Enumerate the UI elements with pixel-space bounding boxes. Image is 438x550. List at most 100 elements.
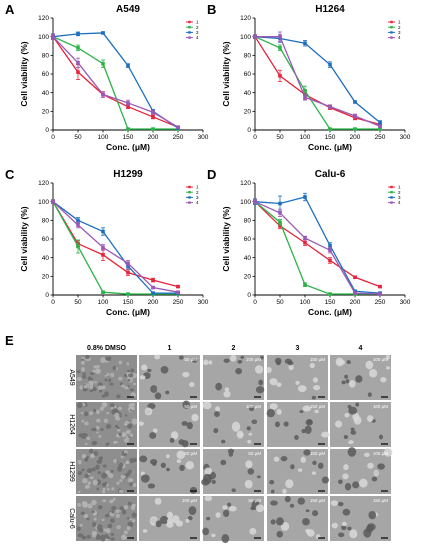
chart-title: Calu-6 — [315, 169, 346, 180]
legend-label: 1 — [398, 20, 401, 25]
cell — [251, 419, 258, 424]
cell — [355, 375, 363, 383]
data-point — [253, 199, 257, 204]
data-point — [353, 275, 357, 280]
cell — [347, 447, 357, 457]
cell — [116, 394, 121, 399]
cell — [344, 412, 350, 418]
series-line — [52, 36, 179, 128]
concentration-label: 150 μM — [310, 357, 325, 362]
data-point — [353, 291, 357, 295]
cell — [188, 506, 197, 516]
legend-label: 1 — [196, 185, 199, 190]
cell — [142, 529, 148, 533]
micrograph-image — [203, 355, 264, 400]
cell — [89, 385, 94, 390]
cell — [166, 454, 170, 459]
y-tick-label: 100 — [240, 34, 251, 41]
cell — [81, 360, 85, 365]
cell — [227, 448, 235, 454]
cell — [103, 418, 108, 423]
cell — [118, 376, 123, 381]
cell — [116, 481, 120, 485]
cell — [124, 452, 128, 456]
data-point — [328, 62, 332, 67]
series-4 — [51, 33, 180, 129]
cell — [378, 434, 384, 440]
x-tick-label: 0 — [253, 134, 257, 141]
cell — [377, 463, 385, 470]
column-header: 3 — [296, 345, 300, 352]
cell — [106, 442, 110, 446]
data-point — [101, 61, 105, 66]
cell — [125, 429, 131, 435]
y-tick-label: 80 — [244, 53, 252, 60]
cell — [283, 421, 289, 427]
cell — [255, 504, 265, 513]
data-point — [126, 261, 130, 266]
cell — [160, 366, 169, 374]
row-label: H1299 — [68, 461, 75, 482]
cell — [211, 533, 216, 538]
cell — [83, 513, 89, 518]
cell — [270, 500, 278, 506]
cell — [269, 480, 275, 485]
cell — [203, 359, 209, 366]
column-header: 2 — [232, 345, 236, 352]
cell — [87, 481, 91, 485]
cell — [114, 405, 117, 409]
cell — [123, 505, 129, 510]
cell — [101, 394, 105, 398]
cell — [358, 478, 368, 488]
cell — [276, 408, 282, 415]
data-point — [328, 243, 332, 248]
cell — [383, 448, 393, 457]
cell — [76, 376, 82, 382]
cell — [185, 460, 195, 470]
data-point — [176, 290, 180, 294]
cell — [126, 369, 131, 373]
legend-marker — [188, 185, 191, 189]
cell — [91, 510, 95, 513]
cell — [297, 497, 305, 505]
legend-label: 1 — [196, 20, 199, 25]
cell — [280, 521, 290, 531]
chart-title: H1264 — [315, 4, 345, 15]
series-3 — [51, 31, 180, 130]
cell — [78, 433, 83, 438]
cell — [89, 476, 94, 480]
series-line — [254, 36, 380, 130]
cell — [99, 456, 104, 460]
cell — [86, 436, 91, 441]
data-point — [353, 127, 357, 131]
cell — [380, 376, 387, 383]
cell — [88, 448, 94, 454]
cell — [309, 362, 316, 369]
cell — [169, 437, 175, 443]
cell — [111, 510, 115, 514]
cell — [123, 423, 127, 426]
cell — [112, 365, 117, 371]
cell — [96, 431, 99, 434]
data-point — [76, 46, 80, 50]
x-tick-label: 100 — [300, 134, 311, 141]
series-1 — [253, 34, 382, 127]
cell — [91, 499, 97, 506]
chart-title: H1299 — [113, 169, 143, 180]
panel-letter: C — [5, 167, 15, 182]
cell — [108, 473, 114, 479]
cell — [348, 380, 356, 388]
cell — [166, 511, 174, 519]
cell — [109, 403, 115, 408]
data-point — [278, 74, 282, 78]
panel-letter: B — [207, 2, 216, 17]
cell — [106, 488, 110, 491]
x-tick-label: 150 — [123, 134, 134, 141]
cell — [248, 432, 253, 436]
micrograph-tile — [76, 401, 138, 447]
cell — [288, 364, 294, 371]
y-tick-label: 120 — [240, 15, 251, 22]
series-line — [254, 201, 381, 288]
cell — [105, 424, 112, 429]
data-point — [378, 292, 382, 296]
